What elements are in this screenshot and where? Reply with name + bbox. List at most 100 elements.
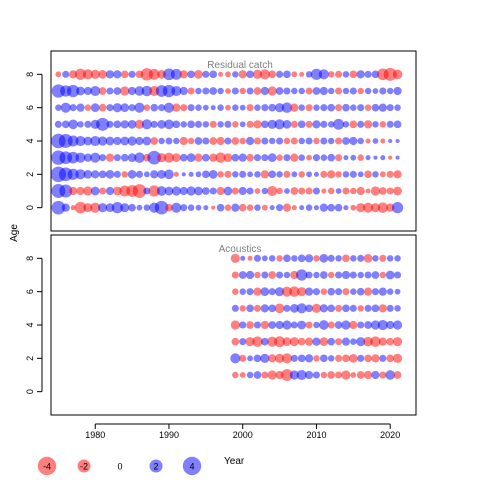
bubble-age8-2013 (335, 70, 343, 78)
bubble-age3-1983 (113, 154, 121, 162)
bubble-age1-2009 (305, 187, 313, 195)
bubble-age0-2018 (370, 203, 381, 213)
bubble-age5-2007 (290, 120, 298, 128)
bubble-age6-2009 (304, 287, 314, 296)
bubble-age2-1977 (67, 168, 79, 180)
bubble-age3-1996 (209, 153, 218, 162)
bubble-age4-2001 (245, 136, 255, 146)
bubble-age7-2017 (364, 87, 372, 95)
bubble-age5-1978 (77, 121, 84, 128)
bubble-age4-1985 (127, 136, 137, 146)
bubble-age4-1997 (216, 136, 225, 146)
bubble-age1-2011 (320, 371, 328, 379)
bubble-age0-1990 (165, 203, 173, 212)
bubble-age8-2021 (394, 255, 401, 262)
legend-bubble (182, 456, 202, 476)
bubble-age1-1976 (59, 184, 73, 198)
bubble-age2-2017 (364, 354, 372, 363)
bubble-age7-2016 (357, 271, 364, 279)
bubble-age3-1977 (67, 151, 79, 164)
bubble-age5-2009 (305, 120, 313, 128)
bubble-age7-2021 (393, 86, 402, 96)
bubble-age7-2003 (260, 86, 269, 96)
bubble-age6-2019 (378, 287, 387, 296)
bubble-age4-2006 (282, 320, 292, 330)
bubble-age6-2018 (371, 103, 380, 112)
bubble-age3-1999 (231, 153, 240, 162)
bubble-age6-2006 (281, 102, 293, 113)
bubble-age7-1986 (134, 86, 145, 96)
bubble-age6-2002 (253, 287, 262, 296)
bubble-age2-2005 (274, 353, 285, 363)
legend-label: 2 (153, 462, 158, 472)
bubble-age8-1985 (128, 70, 136, 78)
bubble-age5-2004 (267, 119, 277, 129)
bubble-age4-1983 (113, 136, 122, 146)
bubble-age2-2003 (260, 353, 270, 363)
bubble-age7-1991 (171, 85, 182, 97)
bubble-age2-1993 (188, 171, 194, 177)
bubble-age8-1991 (170, 68, 182, 80)
bubble-age7-1990 (162, 84, 176, 98)
bubble-age8-2014 (342, 254, 350, 263)
bubble-age2-2013 (335, 354, 343, 362)
bubble-age4-2011 (319, 320, 329, 330)
bubble-age3-2020 (386, 337, 395, 346)
bubble-age4-2005 (276, 137, 284, 145)
bubble-age5-2003 (260, 120, 269, 129)
bubble-age1-2007 (290, 187, 299, 195)
bubble-age6-1975 (55, 104, 62, 111)
bubble-age3-2018 (370, 336, 381, 347)
bubble-age0-2021 (391, 202, 404, 214)
bubble-age1-2001 (246, 187, 254, 195)
bubble-age2-1984 (121, 171, 128, 178)
bubble-age3-2010 (312, 154, 321, 162)
y-tick-label: 8 (25, 256, 35, 261)
bubble-age2-2014 (342, 354, 350, 363)
bubble-age0-2020 (386, 203, 395, 212)
bubble-age0-1997 (216, 203, 225, 212)
bubble-age3-2002 (253, 154, 262, 162)
bubble-age1-1995 (202, 187, 210, 195)
legend-bubble (37, 456, 57, 476)
bubble-age8-1999 (230, 253, 240, 263)
bubble-age8-2003 (261, 255, 268, 262)
bubble-age3-2018 (373, 155, 378, 160)
bubble-age8-1980 (90, 69, 100, 79)
bubble-age4-2003 (261, 137, 269, 145)
bubble-age5-2020 (386, 304, 394, 312)
bubble-age5-2003 (260, 304, 269, 313)
bubble-age6-2006 (281, 286, 292, 297)
bubble-age6-1984 (120, 103, 130, 113)
bubble-age7-2008 (296, 269, 308, 281)
bubble-age3-1986 (134, 152, 145, 163)
bubble-age2-2012 (327, 170, 336, 179)
bubble-age6-2010 (313, 104, 320, 111)
bubble-age2-2003 (260, 170, 269, 179)
bubble-age0-1980 (90, 202, 101, 213)
bubble-age7-1997 (217, 87, 224, 95)
bubble-age5-2002 (253, 304, 262, 312)
bubble-age3-2011 (319, 337, 329, 347)
bubble-age3-1990 (163, 152, 175, 163)
bubble-age8-2008 (299, 71, 305, 77)
bubble-age5-2020 (386, 120, 394, 128)
bubble-age3-2006 (282, 337, 292, 347)
x-tick-label: 1980 (85, 430, 105, 440)
bubble-age6-2002 (254, 104, 261, 111)
bubble-age3-1989 (157, 153, 167, 163)
bubble-age8-1994 (194, 69, 203, 79)
bubble-age7-1985 (128, 86, 137, 96)
bubble-age8-1981 (98, 69, 107, 79)
bubble-age3-2010 (312, 337, 321, 346)
bubble-age5-1998 (224, 120, 232, 128)
bubble-age5-1975 (54, 120, 62, 128)
panel-title-residual-catch: Residual catch (207, 60, 273, 71)
bubble-age5-2006 (282, 119, 292, 129)
bubble-age4-2006 (283, 137, 291, 145)
bubble-age8-2007 (291, 71, 298, 78)
bubble-age1-1992 (179, 186, 188, 196)
bubble-age5-2010 (312, 120, 321, 129)
bubble-age2-1990 (164, 169, 174, 180)
bubble-age4-1999 (231, 137, 240, 145)
